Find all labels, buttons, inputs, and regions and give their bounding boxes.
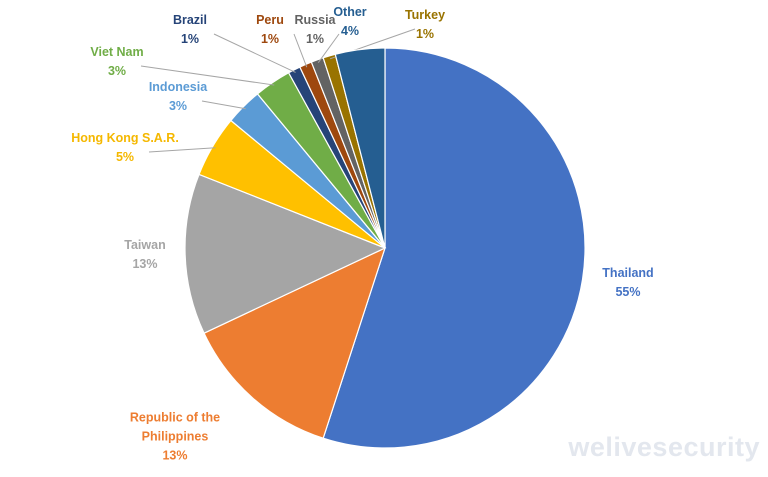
data-label: Other 4% [325, 3, 375, 41]
value-label: 13% [132, 257, 158, 271]
pie-slice [334, 47, 386, 249]
category-label: Brazil [172, 13, 208, 27]
leader-line [140, 65, 275, 86]
value-label: 1% [305, 32, 325, 46]
data-label: Hong Kong S.A.R. 5% [65, 129, 185, 167]
pie-slice [322, 47, 586, 449]
category-label: Republic of the Philippines [129, 410, 221, 444]
leader-line [201, 100, 246, 110]
value-label: 3% [168, 99, 188, 113]
value-label: 55% [615, 285, 641, 299]
category-label: Thailand [602, 266, 654, 280]
pie-slice [184, 173, 387, 334]
value-label: 1% [180, 32, 200, 46]
data-label: Peru 1% [250, 11, 290, 49]
value-label: 4% [340, 24, 360, 38]
data-label: Thailand 55% [588, 264, 668, 302]
data-label: Republic of the Philippines 13% [115, 409, 235, 466]
data-label: Indonesia 3% [138, 78, 218, 116]
pie-slice [203, 246, 386, 439]
watermark: welivesecurity [568, 432, 760, 462]
category-label: Russia [294, 13, 336, 27]
data-label: Taiwan 13% [105, 236, 185, 274]
category-label: Turkey [404, 8, 446, 22]
category-label: Other [333, 5, 367, 19]
category-label: Hong Kong S.A.R. [71, 131, 179, 145]
data-label: Turkey 1% [395, 6, 455, 44]
category-label: Taiwan [124, 238, 166, 252]
value-label: 13% [162, 448, 188, 463]
leader-line [148, 147, 216, 153]
data-label: Viet Nam 3% [77, 43, 157, 81]
value-label: 1% [415, 27, 435, 41]
data-label: Brazil 1% [160, 11, 220, 49]
value-label: 1% [260, 32, 280, 46]
leader-line [213, 33, 296, 73]
leader-line [317, 33, 340, 63]
category-label: Viet Nam [90, 45, 144, 59]
category-label: Peru [256, 13, 284, 27]
category-label: Indonesia [148, 80, 208, 94]
data-label: Russia 1% [290, 11, 340, 49]
value-label: 3% [107, 64, 127, 78]
leader-line [293, 33, 308, 68]
value-label: 5% [115, 150, 135, 164]
